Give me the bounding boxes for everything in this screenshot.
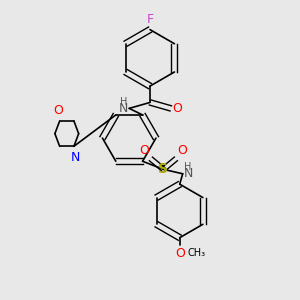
Text: N: N (118, 102, 128, 115)
Text: O: O (140, 144, 149, 158)
Text: CH₃: CH₃ (187, 248, 205, 258)
Text: O: O (177, 144, 187, 158)
Text: H: H (120, 97, 128, 107)
Text: F: F (146, 13, 154, 26)
Text: O: O (175, 247, 185, 260)
Text: H: H (184, 162, 192, 172)
Text: N: N (183, 167, 193, 180)
Text: O: O (172, 102, 182, 115)
Text: S: S (158, 162, 168, 176)
Text: O: O (53, 104, 63, 118)
Text: N: N (71, 151, 80, 164)
